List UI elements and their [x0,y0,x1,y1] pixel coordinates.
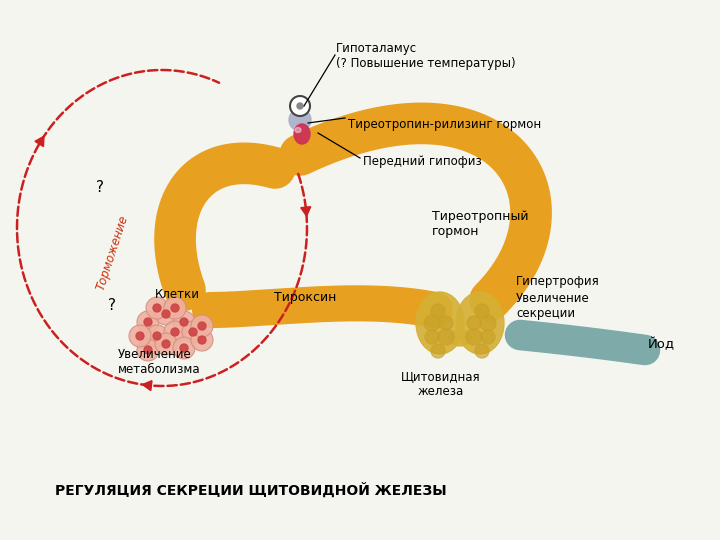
Circle shape [424,315,440,331]
Polygon shape [490,273,516,300]
Text: ?: ? [96,180,104,195]
Ellipse shape [456,292,504,354]
Circle shape [191,329,213,351]
Text: Тиреотропный
гормон: Тиреотропный гормон [432,210,528,238]
Circle shape [171,328,179,336]
Circle shape [146,297,168,319]
Circle shape [467,316,481,330]
Text: ?: ? [108,298,116,313]
Circle shape [481,330,495,344]
Text: РЕГУЛЯЦИЯ СЕКРЕЦИИ ЩИТОВИДНОЙ ЖЕЛЕЗЫ: РЕГУЛЯЦИЯ СЕКРЕЦИИ ЩИТОВИДНОЙ ЖЕЛЕЗЫ [55,482,446,497]
Circle shape [173,311,195,333]
Circle shape [155,333,177,355]
Ellipse shape [295,127,301,132]
Circle shape [155,303,177,325]
Circle shape [137,311,159,333]
Text: Йод: Йод [648,338,675,350]
Circle shape [480,315,496,331]
Circle shape [136,332,144,340]
Text: Гипоталамус
(? Повышение температуры): Гипоталамус (? Повышение температуры) [336,42,516,70]
Ellipse shape [289,109,311,131]
Circle shape [171,304,179,312]
Polygon shape [210,298,232,322]
Circle shape [129,325,151,347]
Circle shape [475,344,489,358]
Circle shape [137,339,159,361]
Circle shape [475,304,489,318]
Text: Тиреотропин-рилизинг гормон: Тиреотропин-рилизинг гормон [348,118,541,131]
Circle shape [182,321,204,343]
Circle shape [153,304,161,312]
Circle shape [466,329,482,345]
Text: Щитовидная
железа: Щитовидная железа [401,370,481,398]
Circle shape [164,297,186,319]
Text: Увеличение
секреции: Увеличение секреции [516,292,590,320]
Circle shape [189,328,197,336]
Circle shape [180,344,188,352]
Polygon shape [35,136,44,146]
Polygon shape [248,149,275,174]
Polygon shape [301,207,311,216]
Text: Клетки: Клетки [155,288,200,301]
Text: Торможение: Торможение [94,214,130,292]
Circle shape [431,304,445,318]
Ellipse shape [294,124,310,144]
Text: Тироксин: Тироксин [274,292,336,305]
Circle shape [153,332,161,340]
Circle shape [290,96,310,116]
Circle shape [144,346,152,354]
Circle shape [297,103,303,109]
Circle shape [425,330,439,344]
Text: Гипертрофия: Гипертрофия [516,275,600,288]
Circle shape [191,315,213,337]
Circle shape [162,340,170,348]
Circle shape [164,321,186,343]
Circle shape [180,318,188,326]
Ellipse shape [449,330,471,346]
Text: Увеличение
метаболизма: Увеличение метаболизма [118,348,201,376]
Circle shape [173,337,195,359]
Circle shape [162,310,170,318]
Polygon shape [520,326,541,348]
Circle shape [146,325,168,347]
Polygon shape [143,381,152,390]
Circle shape [198,336,206,344]
Text: Передний гипофиз: Передний гипофиз [363,155,482,168]
Circle shape [144,318,152,326]
Circle shape [439,316,453,330]
Circle shape [198,322,206,330]
Circle shape [431,344,445,358]
Ellipse shape [416,292,464,354]
Circle shape [438,329,454,345]
